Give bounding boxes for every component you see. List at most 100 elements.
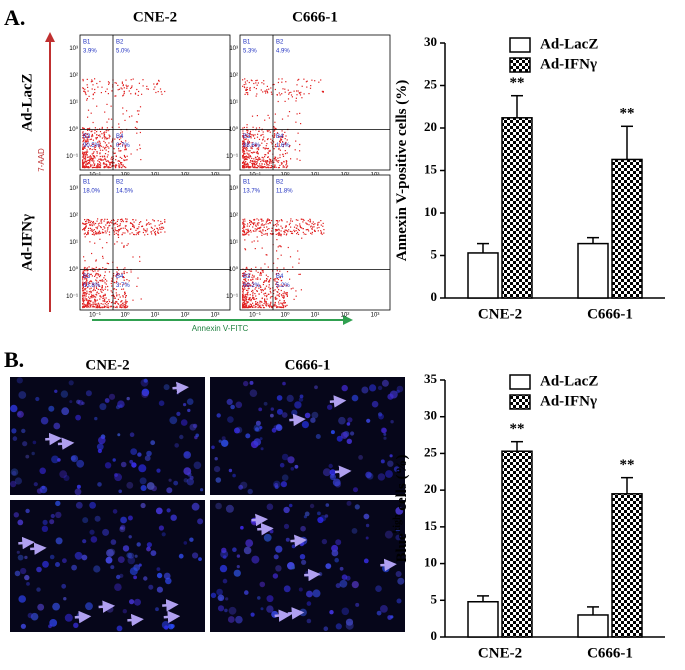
dot [111,90,113,92]
dot [276,223,278,225]
dot [105,136,107,139]
dot [83,134,85,136]
dot [312,221,314,223]
dot [250,79,252,81]
dot [82,134,84,137]
dot [85,154,87,156]
dot [243,139,245,141]
dot [136,132,138,134]
dot [260,224,262,226]
dot [100,220,102,222]
nucleus [384,530,393,539]
dot [257,271,259,273]
nucleus [234,427,240,434]
nucleus [377,473,386,481]
nucleus [59,470,68,479]
dot [249,303,251,305]
nucleus [260,607,264,611]
dot [280,137,282,139]
nucleus [55,500,61,507]
dot [131,232,133,234]
dot [89,303,91,305]
dot [257,277,259,279]
dot [269,280,271,282]
dot [103,155,105,157]
dot [245,166,247,168]
dot [82,298,84,300]
dot [106,221,109,223]
dot [300,226,302,229]
dot [267,166,269,169]
nucleus [148,584,154,590]
dot [295,100,297,102]
dot [84,260,86,262]
dot [83,139,85,141]
nucleus [146,482,155,490]
dot [158,80,160,82]
dot [266,160,269,162]
x-tick-label: 10² [181,313,190,319]
dot [274,113,276,115]
dot [83,155,85,157]
dot [320,232,322,234]
dot [243,136,245,138]
dot [244,288,246,290]
dot [276,229,278,231]
dot [86,84,88,86]
nucleus [339,579,348,588]
dot [251,115,254,117]
dot [311,79,313,81]
dot [262,157,264,159]
dot [95,307,97,309]
quadrant-value: 18.0% [83,189,101,195]
nucleus [395,571,402,577]
dot [300,123,302,125]
nucleus [141,388,150,397]
dot [298,262,300,264]
nucleus [271,427,277,433]
nucleus [49,619,58,627]
dot [116,301,118,303]
dot [247,93,249,96]
dot [116,280,118,282]
nucleus [16,550,20,554]
dot [248,287,250,290]
dot [320,224,322,226]
dot [116,306,118,309]
dot [114,138,116,140]
nucleus [298,587,303,592]
dot [279,277,281,279]
dot [259,158,261,160]
nucleus [116,574,121,580]
dot [160,226,163,228]
dot [121,81,123,83]
dot [83,223,85,225]
dot [84,232,86,234]
dot [137,113,140,115]
dot [82,229,84,231]
dot [257,224,259,226]
dot [313,223,315,226]
dot [90,112,92,114]
nucleus [112,458,116,462]
dot [105,131,107,133]
nucleus [216,413,221,418]
dot [244,162,246,164]
dot [246,162,249,164]
dot [124,144,126,146]
row-header: Ad-IFNγ [19,214,35,271]
dot [124,301,126,303]
dot [256,236,258,238]
dot [105,129,107,131]
dot [107,228,109,230]
dot [107,93,109,95]
dot [276,277,278,280]
dot [263,83,265,85]
dot [118,150,120,152]
nucleus [250,612,255,617]
dot [105,166,107,168]
dot [286,152,288,154]
dots [82,78,166,169]
dot [243,288,245,290]
dot [266,298,268,300]
